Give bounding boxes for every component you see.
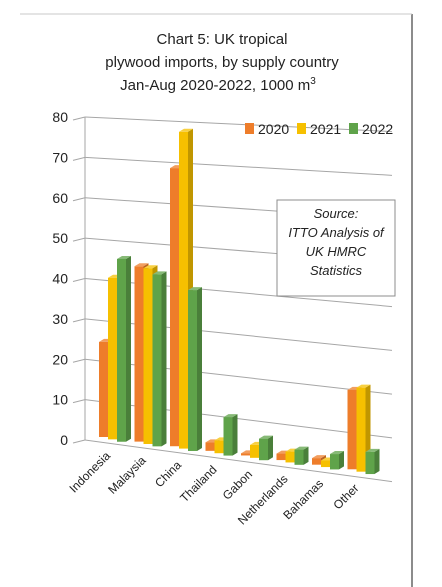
gridline-depth: [72, 116, 86, 121]
source-line1: Source:: [314, 206, 359, 221]
bar-side-gabon-2022: [268, 435, 273, 461]
bar-china-2022: [188, 290, 197, 451]
bar-side-bahamas-2022: [339, 451, 344, 470]
bar-top-bahamas-2022: [330, 451, 344, 455]
bar-top-bahamas-2020: [312, 455, 326, 459]
chart-title-line1: Chart 5: UK tropical: [157, 31, 288, 48]
x-tick-label: Thailand: [177, 463, 219, 505]
bar-netherlands-2022: [294, 449, 304, 465]
legend-label-2020: 2020: [258, 121, 289, 137]
bar-top-other-2021: [356, 384, 371, 388]
gridline: [84, 439, 393, 483]
bar-china-2020: [170, 168, 179, 447]
chart-title-line2: plywood imports, by supply country: [105, 54, 339, 71]
bar-side-indonesia-2022: [126, 255, 131, 442]
legend-swatch-2022: [349, 123, 358, 134]
source-line2: ITTO Analysis of: [288, 225, 385, 240]
y-tick-label: 50: [52, 230, 68, 246]
y-tick-label: 40: [52, 271, 68, 287]
bar-top-china-2022: [188, 287, 202, 291]
bar-china-2021: [179, 131, 188, 449]
bar-malaysia-2021: [143, 268, 153, 444]
bar-indonesia-2021: [108, 277, 117, 440]
gridline: [84, 156, 393, 176]
y-tick-label: 10: [52, 392, 68, 408]
gridline-depth: [72, 197, 86, 202]
bar-netherlands-2021: [285, 451, 295, 463]
x-tick-label: Gabon: [220, 467, 255, 502]
y-tick-label: 0: [60, 432, 68, 448]
gridline-depth: [72, 237, 86, 242]
source-line4: Statistics: [310, 263, 363, 278]
y-tick-label: 20: [52, 351, 68, 367]
y-tick-label: 60: [52, 190, 68, 206]
bar-gabon-2022: [259, 438, 268, 461]
bar-side-china-2022: [197, 287, 202, 451]
bar-top-netherlands-2022: [294, 446, 309, 450]
legend-swatch-2020: [245, 123, 254, 134]
source-line3: UK HMRC: [306, 244, 367, 259]
bar-other-2020: [347, 389, 357, 470]
bar-malaysia-2022: [152, 274, 162, 447]
x-tick-label: China: [152, 458, 184, 490]
gridline: [84, 358, 393, 395]
source-annotation: Source: ITTO Analysis of UK HMRC Statist…: [276, 199, 396, 297]
gridline: [84, 318, 393, 351]
bar-gabon-2020: [241, 453, 250, 456]
legend-label-2021: 2021: [310, 121, 341, 137]
y-tick-label: 70: [52, 149, 68, 165]
y-tick-label: 30: [52, 311, 68, 327]
gridline-depth: [72, 318, 86, 323]
bar-side-malaysia-2022: [161, 271, 167, 447]
bar-top-gabon-2022: [259, 435, 273, 439]
y-axis-ticks: 0 10 20 30 40 50 60 70 80: [52, 109, 68, 448]
bar-top-malaysia-2021: [143, 265, 158, 269]
bar-indonesia-2020: [99, 341, 108, 437]
bar-malaysia-2020: [134, 266, 144, 442]
legend-label-2022: 2022: [362, 121, 393, 137]
bar-gabon-2021: [250, 444, 259, 458]
bar-top-malaysia-2022: [152, 271, 167, 275]
gridline: [84, 399, 393, 439]
bar-bahamas-2022: [330, 454, 339, 470]
bar-netherlands-2020: [276, 453, 286, 461]
bar-side-other-2022: [374, 448, 380, 475]
gridline-depth: [72, 278, 86, 282]
bar-side-thailand-2022: [232, 414, 238, 456]
chart-title-line3: Jan-Aug 2020-2022, 1000 m3: [120, 76, 316, 94]
x-tick-label: Other: [330, 481, 361, 512]
bar-indonesia-2022: [117, 258, 126, 442]
bar-top-china-2021: [179, 128, 193, 132]
bar-top-other-2022: [365, 448, 380, 452]
source-box: [276, 199, 396, 297]
y-tick-label: 80: [52, 109, 68, 125]
bar-thailand-2021: [214, 440, 224, 454]
bar-side-netherlands-2022: [303, 446, 309, 465]
gridline-depth: [72, 439, 86, 444]
bar-thailand-2020: [205, 442, 215, 451]
gridline-depth: [72, 399, 86, 404]
gridline-depth: [72, 358, 86, 363]
gridline: [84, 116, 393, 133]
bar-bahamas-2021: [321, 460, 330, 468]
legend: 2020 2021 2022: [245, 121, 393, 137]
bar-other-2022: [365, 451, 375, 475]
bar-top-malaysia-2020: [134, 263, 149, 267]
bar-other-2021: [356, 387, 366, 472]
bar-top-thailand-2022: [223, 414, 238, 418]
bar-thailand-2022: [223, 417, 233, 456]
gridline-depth: [72, 156, 86, 161]
bar-bahamas-2020: [312, 458, 321, 465]
legend-swatch-2021: [297, 123, 306, 134]
bar-top-indonesia-2022: [117, 255, 131, 259]
bars: [99, 128, 380, 475]
